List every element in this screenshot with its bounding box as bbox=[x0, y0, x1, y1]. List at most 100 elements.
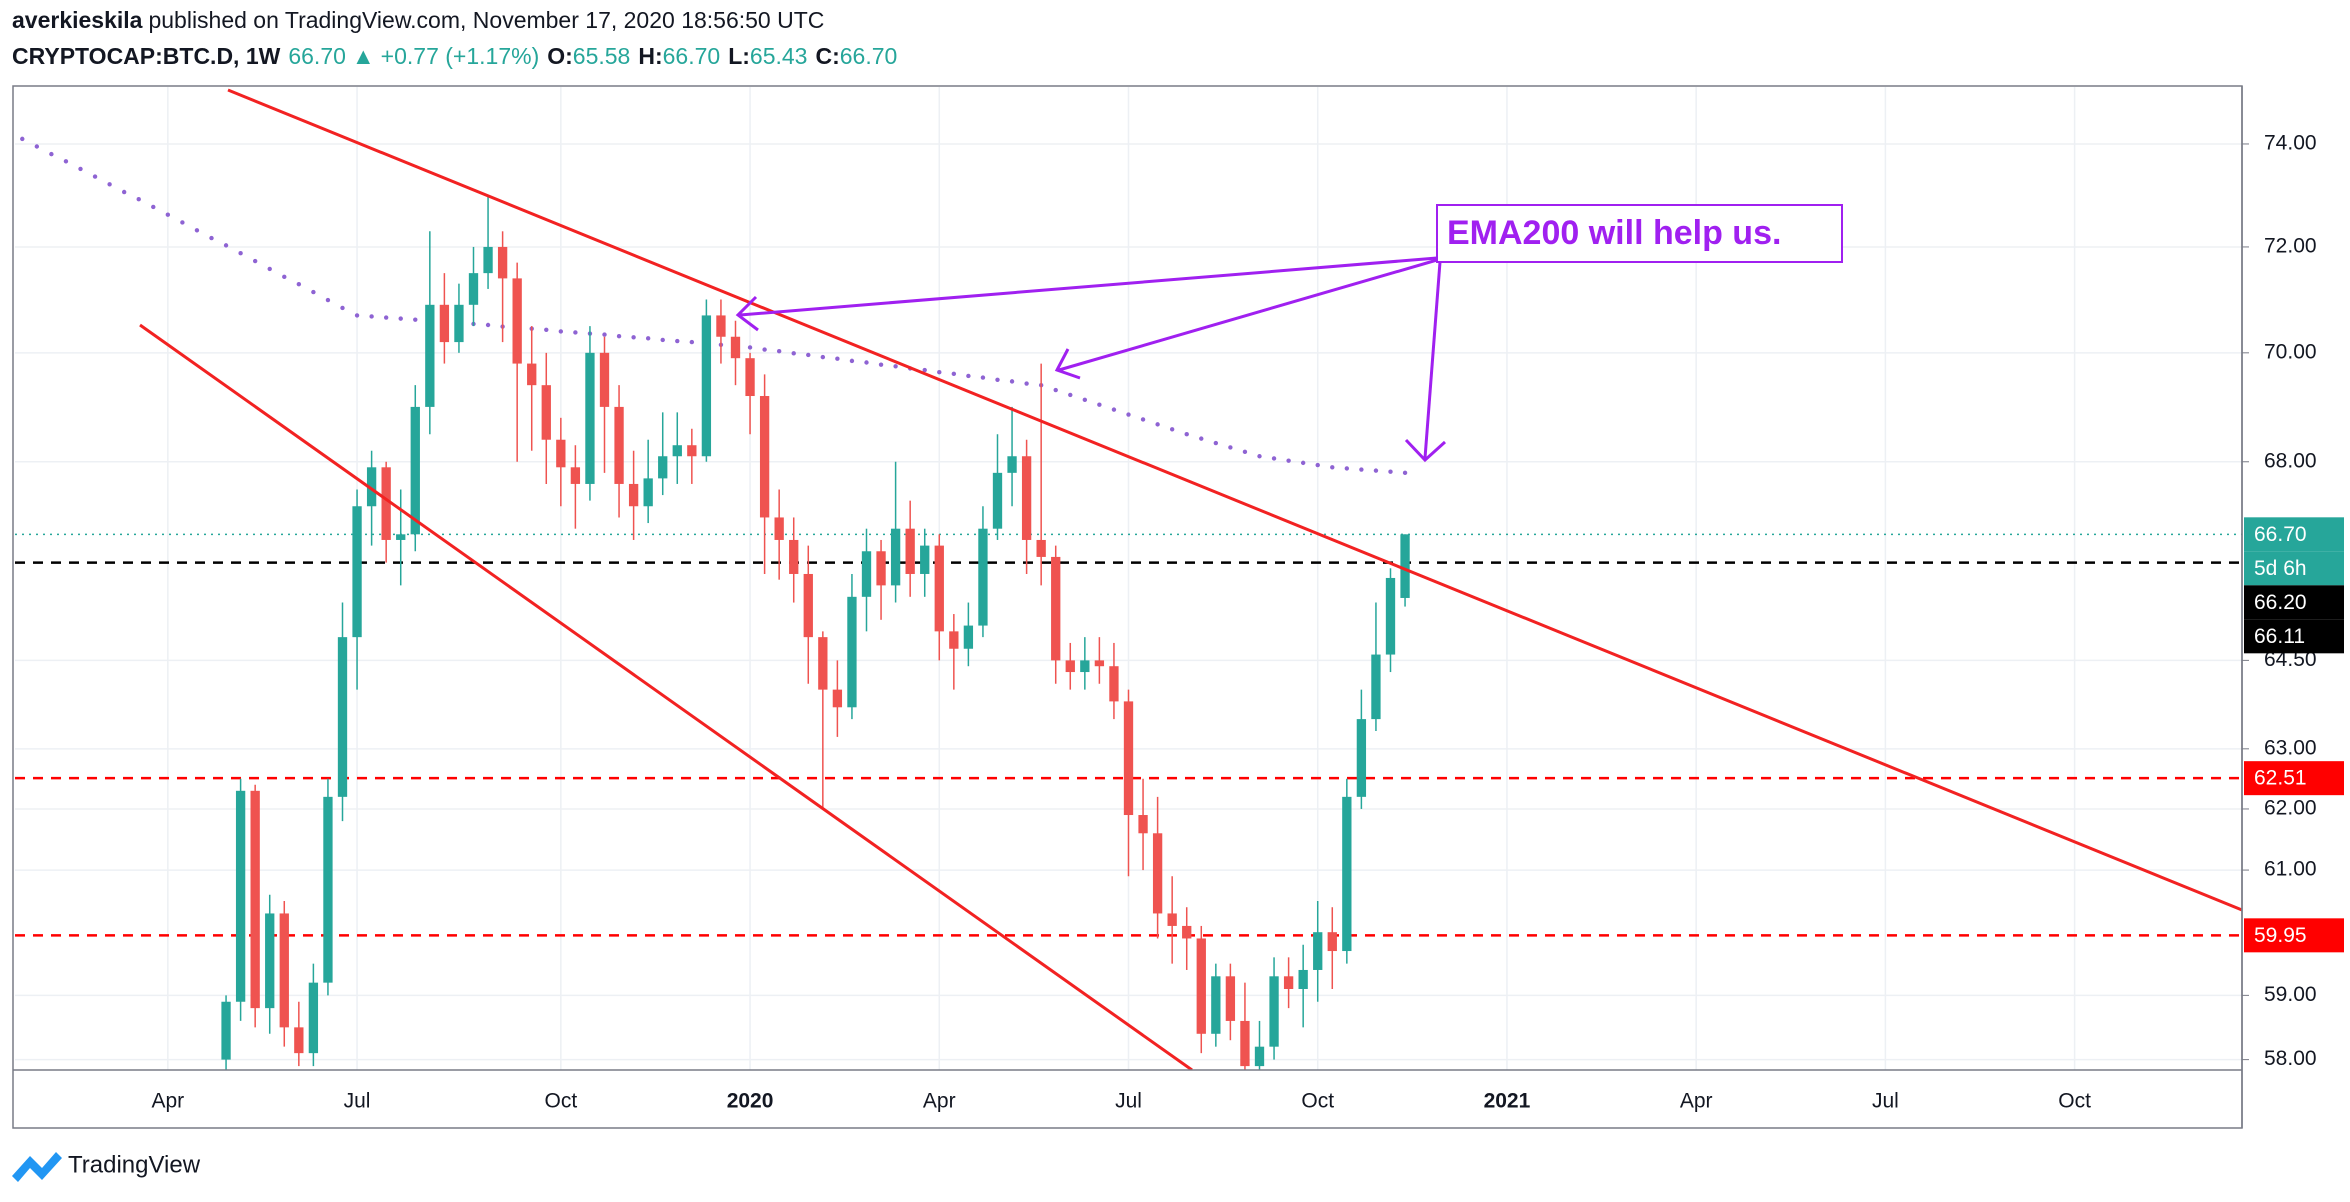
y-tick-label: 59.00 bbox=[2264, 983, 2317, 1006]
published: published on TradingView.com, November 1… bbox=[148, 7, 824, 33]
ema-dot bbox=[1257, 454, 1262, 459]
candle-body bbox=[701, 315, 712, 457]
candle-body bbox=[599, 352, 610, 407]
x-tick-label: Jul bbox=[1872, 1090, 1899, 1113]
ema-dot bbox=[966, 373, 971, 379]
candle-body bbox=[978, 528, 988, 626]
ema-dot bbox=[223, 243, 229, 248]
ema-dot bbox=[296, 281, 302, 287]
candle-body bbox=[1152, 833, 1163, 914]
candle-body bbox=[337, 637, 348, 797]
annotation-box bbox=[1436, 204, 1843, 263]
x-tick-label: Jul bbox=[1115, 1090, 1142, 1113]
ema-dot bbox=[558, 329, 564, 334]
ema-dot bbox=[806, 352, 811, 358]
ema-dot bbox=[544, 327, 549, 333]
x-tick-label: Oct bbox=[2058, 1090, 2091, 1113]
frame bbox=[12, 85, 2243, 1129]
candle-body bbox=[1094, 660, 1105, 667]
ema-dot bbox=[354, 313, 360, 318]
candle-body bbox=[1021, 456, 1032, 540]
symbol: CRYPTOCAP:BTC.D, 1W bbox=[12, 43, 281, 69]
candle-body bbox=[716, 315, 726, 337]
ema-dot bbox=[1155, 422, 1160, 427]
ohlc-key: H: bbox=[638, 43, 662, 69]
price-label: 62.51 bbox=[2254, 767, 2307, 790]
candle-body bbox=[1298, 969, 1308, 990]
ema-dot bbox=[78, 166, 83, 172]
ema-dot bbox=[1184, 432, 1189, 437]
candle-body bbox=[1138, 815, 1148, 834]
candle-body bbox=[745, 358, 755, 397]
y-tick-label: 63.00 bbox=[2264, 736, 2317, 759]
ema-dot bbox=[1315, 462, 1320, 468]
plot-marks bbox=[15, 136, 2242, 1070]
ema-dot bbox=[485, 322, 491, 328]
candle-body bbox=[1254, 1046, 1265, 1067]
ema-dot bbox=[1126, 412, 1131, 417]
price-label: 66.20 bbox=[2254, 591, 2307, 614]
ema-dot bbox=[1169, 427, 1175, 432]
ema-dot bbox=[194, 228, 200, 233]
candle-body bbox=[1356, 719, 1367, 797]
candle-body bbox=[366, 467, 377, 507]
ema-dot bbox=[1242, 449, 1248, 455]
candle-body bbox=[920, 545, 930, 574]
ema-dot bbox=[92, 174, 98, 179]
candle-body bbox=[1036, 539, 1046, 557]
ema-dot bbox=[1344, 466, 1350, 471]
price-label: 59.95 bbox=[2254, 924, 2307, 947]
footer-logo: TradingView bbox=[12, 1151, 201, 1182]
ema-dot bbox=[1199, 436, 1204, 441]
candle-body bbox=[352, 506, 362, 638]
ema-dot bbox=[645, 336, 651, 341]
price-label-box bbox=[2244, 619, 2344, 654]
ema-dot bbox=[252, 258, 258, 264]
candle-body bbox=[759, 396, 770, 518]
x-tick-label: Oct bbox=[1301, 1090, 1334, 1113]
ema-dot bbox=[238, 251, 243, 256]
publish-line: averkieskila published on TradingView.com… bbox=[12, 7, 824, 33]
logo-icon bbox=[12, 1152, 62, 1182]
candle-body bbox=[818, 637, 828, 690]
candle-body bbox=[1385, 577, 1396, 655]
candle-body bbox=[876, 551, 886, 586]
candle-body bbox=[585, 352, 595, 484]
x-tick-label: Jul bbox=[344, 1090, 371, 1113]
ema-dot bbox=[762, 347, 767, 352]
y-tick-label: 62.00 bbox=[2264, 797, 2317, 820]
candle-body bbox=[250, 790, 260, 1009]
candle-body bbox=[1240, 1020, 1250, 1067]
change: +0.77 (+1.17%) bbox=[381, 43, 540, 69]
arrows bbox=[735, 256, 1447, 463]
candle-body bbox=[992, 472, 1003, 529]
ema-dot bbox=[864, 360, 869, 365]
price-label: 66.11 bbox=[2254, 625, 2305, 648]
ema-dot bbox=[995, 377, 1000, 382]
ema-dot bbox=[937, 369, 942, 375]
candle-body bbox=[410, 406, 420, 535]
candle-body bbox=[934, 545, 944, 632]
candle-body bbox=[658, 456, 668, 479]
arrow-head bbox=[735, 295, 759, 332]
x-tick-label: 2020 bbox=[727, 1090, 774, 1113]
ema-dot bbox=[34, 144, 40, 149]
ema-dot bbox=[1024, 381, 1029, 386]
annotation: EMA200 will help us. bbox=[1447, 214, 1781, 252]
y-tick-label: 61.00 bbox=[2264, 858, 2317, 881]
candle-body bbox=[730, 336, 741, 359]
ema-dot bbox=[340, 305, 345, 311]
ema-dot bbox=[136, 197, 141, 202]
y-tick-label: 72.00 bbox=[2264, 234, 2317, 257]
ema-dot bbox=[311, 289, 316, 295]
ema-dot bbox=[1082, 397, 1088, 403]
x-tick-label: 2021 bbox=[1484, 1090, 1531, 1113]
ema-dot bbox=[893, 364, 898, 369]
price-label: 66.70 bbox=[2254, 523, 2307, 546]
ema-dot bbox=[689, 339, 695, 345]
candle-body bbox=[1109, 666, 1119, 702]
candle-body bbox=[905, 528, 915, 574]
ema-dot bbox=[922, 367, 927, 373]
candle-body bbox=[1211, 976, 1221, 1034]
candle-body bbox=[1313, 932, 1323, 970]
